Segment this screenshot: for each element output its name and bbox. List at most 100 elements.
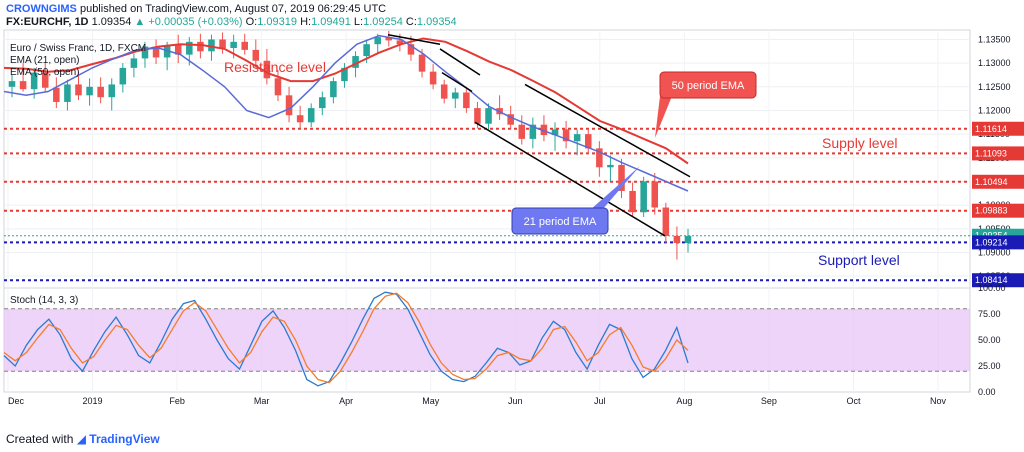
candle-body [363, 44, 370, 57]
price-tick-label: 1.12000 [978, 105, 1011, 115]
candle-body [596, 148, 603, 168]
time-tick-label: Feb [169, 396, 185, 406]
level-price-tag [972, 203, 1024, 218]
level-price-label: 1.11614 [975, 124, 1007, 134]
price-tick-label: 1.09000 [978, 247, 1011, 257]
candle-body [330, 81, 337, 98]
candle-body [64, 84, 71, 102]
stoch-tick-label: 0.00 [978, 387, 996, 397]
ema21-line [3, 34, 689, 192]
candle-body [108, 84, 116, 98]
time-tick-label: May [422, 396, 440, 406]
candle-body [618, 164, 625, 191]
symbol-label: FX:EURCHF, 1D [6, 16, 89, 28]
candle-body [174, 45, 182, 55]
candle-body [352, 56, 359, 68]
candle-body [562, 129, 570, 142]
time-tick-label: Mar [254, 396, 270, 406]
tradingview-logo-icon: ◢ [76, 432, 86, 446]
candle-body [319, 97, 326, 109]
level-price-tag [972, 174, 1024, 189]
trend-line [474, 121, 666, 237]
time-tick-label: Oct [846, 396, 861, 406]
candle-body [8, 81, 16, 87]
candle-body [19, 81, 27, 90]
trend-line [441, 71, 473, 93]
high-label: H: [300, 16, 312, 28]
time-tick-label: 2019 [83, 396, 103, 406]
price-chart[interactable]: 1.135001.130001.125001.120001.115001.110… [0, 0, 1024, 432]
candle-body [208, 39, 215, 52]
level-price-label: 1.09214 [975, 237, 1008, 247]
ema21-callout-label: 21 period EMA [524, 216, 597, 228]
candle-body [607, 164, 614, 168]
publisher-name[interactable]: CROWNGIMS [6, 3, 77, 15]
stoch-d-line [3, 292, 689, 384]
candle-body [651, 181, 659, 208]
price-tick-label: 1.12500 [978, 82, 1011, 92]
time-tick-label: Jun [508, 396, 523, 406]
candle-body [429, 71, 437, 85]
legend-ema21: EMA (21, open) [10, 55, 79, 66]
candle-body [241, 41, 248, 50]
candle-body [86, 86, 93, 96]
candle-body [529, 124, 537, 139]
chart-header: CROWNGIMS published on TradingView.com, … [0, 0, 1024, 38]
candle-body [518, 124, 526, 139]
level-price-label: 1.08414 [975, 275, 1008, 285]
footer: Created with ◢ TradingView [6, 432, 160, 446]
price-change: +0.00035 (+0.03%) [148, 16, 243, 28]
tradingview-brand[interactable]: TradingView [89, 432, 160, 446]
time-tick-label: Sep [761, 396, 777, 406]
close-label: C: [405, 16, 417, 28]
candle-body [640, 181, 647, 213]
candle-body [252, 49, 260, 61]
trend-line [524, 83, 691, 178]
publish-text: published on TradingView.com, August 07,… [79, 3, 387, 15]
level-price-tag [972, 121, 1024, 136]
resistance-annotation: Resistance level [224, 59, 326, 75]
candle-body [197, 41, 204, 52]
candle-body [662, 207, 670, 236]
time-tick-label: Aug [676, 396, 692, 406]
candle-body [584, 134, 592, 149]
ema50-callout-label: 50 period EMA [672, 80, 745, 92]
candle-body [385, 37, 393, 41]
candle-body [119, 67, 127, 85]
candle-body [540, 124, 548, 136]
supply-annotation: Supply level [822, 135, 898, 151]
candle-body [418, 54, 426, 72]
candle-body [274, 78, 282, 96]
ema50-callout-pointer [655, 96, 672, 138]
time-tick-label: Nov [930, 396, 947, 406]
candle-body [629, 190, 636, 213]
candle-body [463, 92, 470, 109]
support-annotation: Support level [818, 252, 900, 268]
ema21-callout-pointer [590, 166, 640, 210]
candle-body [507, 114, 514, 125]
candle-body [374, 37, 381, 45]
trend-line [387, 33, 441, 45]
level-price-tag [972, 273, 1024, 288]
low-label: L: [353, 16, 364, 28]
legend-ema50: EMA (50, open) [10, 67, 79, 78]
level-price-label: 1.11093 [975, 148, 1007, 158]
price-tick-label: 1.13000 [978, 58, 1011, 68]
stoch-tick-label: 75.00 [978, 309, 1001, 319]
candle-body [41, 72, 49, 88]
ohlc-readout: FX:EURCHF, 1D 1.09354 ▲ +0.00035 (+0.03%… [6, 16, 457, 28]
candle-body [551, 129, 559, 136]
time-tick-label: Apr [339, 396, 353, 406]
level-price-tag [972, 235, 1024, 250]
candle-body [307, 108, 315, 123]
ema50-callout [659, 71, 757, 99]
legend-symbol: Euro / Swiss Franc, 1D, FXCM [10, 43, 146, 54]
stoch-tick-label: 50.00 [978, 335, 1001, 345]
close-value: 1.09354 [416, 16, 457, 28]
up-triangle-icon: ▲ [134, 16, 146, 28]
low-value: 1.09254 [363, 16, 403, 28]
candle-body [452, 92, 459, 99]
level-price-tag [972, 146, 1024, 161]
candle-body [75, 84, 82, 96]
open-label: O: [245, 16, 258, 28]
